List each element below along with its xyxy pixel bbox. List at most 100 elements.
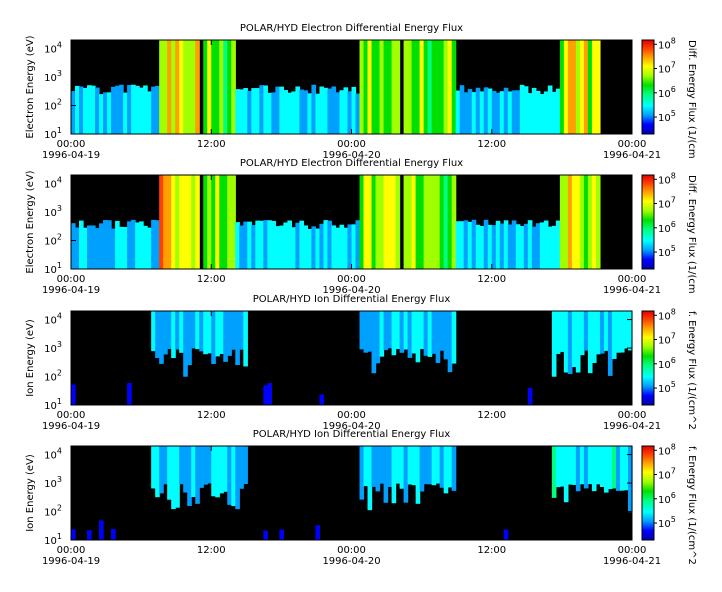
spectrogram-cell xyxy=(535,90,541,134)
panel-title: POLAR/HYD Electron Differential Energy F… xyxy=(240,158,463,169)
spectrogram-cell xyxy=(575,40,581,134)
y-tick-label: 103 xyxy=(44,204,62,219)
spectrogram-cell xyxy=(263,220,268,269)
spectrogram-cell xyxy=(223,446,228,492)
spectrogram-cell xyxy=(515,224,521,269)
spectrogram-cell xyxy=(471,92,477,134)
y-axis-label: Ion Energy (eV) xyxy=(25,454,36,532)
spectrogram-cell xyxy=(627,311,633,351)
spectrogram-cell xyxy=(315,228,321,269)
spectrogram-cell xyxy=(379,446,385,484)
x-tick-date-label: 1996-04-20 xyxy=(322,556,380,567)
spectrogram-cell xyxy=(183,40,188,134)
spectrogram-cell xyxy=(147,227,152,269)
spectrogram-cell xyxy=(243,446,248,485)
spectrogram-cell xyxy=(219,311,224,354)
spectrogram-cell xyxy=(383,175,389,269)
spectrogram-cell xyxy=(195,311,200,350)
spectrogram-cell xyxy=(575,446,581,492)
spectrogram-cell xyxy=(583,446,589,489)
spectrogram-cell xyxy=(419,311,425,350)
spectrogram-cell xyxy=(167,175,172,269)
spectrogram-cell xyxy=(279,86,284,134)
spectrogram-cell xyxy=(71,529,76,540)
spectrogram-cell xyxy=(91,225,96,269)
spectrogram-cell xyxy=(135,85,140,134)
spectrogram-cell xyxy=(351,86,357,134)
spectrogram-cell xyxy=(559,311,565,352)
spectrogram-cell xyxy=(455,221,461,269)
spectrogram-cell xyxy=(219,40,224,134)
spectrogram-cell xyxy=(579,40,585,134)
x-tick-date-label: 1996-04-20 xyxy=(322,150,380,161)
spectrogram-cell xyxy=(239,446,244,489)
spectrogram-cell xyxy=(415,446,421,504)
spectrogram-cell xyxy=(567,40,573,134)
spectrogram-cell xyxy=(239,225,244,269)
spectrogram-cell xyxy=(347,224,353,269)
spectrogram-cell xyxy=(127,84,132,134)
spectrogram-cell xyxy=(191,40,196,134)
spectrogram-cell xyxy=(267,220,272,269)
colorbar-tick-label: 107 xyxy=(658,332,676,347)
spectrogram-cell xyxy=(395,40,401,134)
spectrogram-cell xyxy=(115,220,120,269)
spectrogram-cell xyxy=(555,88,561,134)
spectrogram-cell xyxy=(411,40,417,134)
colorbar-label: Diff. Energy Flux (1/(cm xyxy=(686,40,697,159)
spectrogram-cell xyxy=(515,90,521,134)
spectrogram-cell xyxy=(211,446,216,497)
spectrogram-cell xyxy=(119,84,124,134)
spectrogram-cell xyxy=(375,446,381,492)
spectrogram-cell xyxy=(355,93,361,134)
spectrogram-cell xyxy=(555,446,561,488)
spectrogram-cell xyxy=(543,220,549,269)
y-tick-label: 103 xyxy=(44,69,62,84)
spectrogram-cell xyxy=(263,530,268,540)
spectrogram-cell xyxy=(335,227,341,269)
spectrogram-cell xyxy=(359,311,365,350)
spectrogram-cell xyxy=(367,175,373,269)
x-tick-time-label: 12:00 xyxy=(197,545,226,556)
spectrogram-cell xyxy=(539,94,545,134)
spectrogram-cell xyxy=(439,446,445,488)
spectrogram-cell xyxy=(419,175,425,269)
x-tick-time-label: 12:00 xyxy=(197,139,226,150)
spectrogram-cell xyxy=(439,311,445,351)
spectrogram-cell xyxy=(587,446,593,485)
spectrogram-cell xyxy=(555,220,561,269)
spectrogram-cell xyxy=(427,311,433,357)
colorbar xyxy=(641,310,655,406)
spectrogram-cell xyxy=(435,40,441,134)
spectrogram-cell xyxy=(531,87,537,134)
spectrogram-cell xyxy=(507,224,513,269)
spectrogram-cell xyxy=(411,311,417,354)
spectrogram-cell xyxy=(539,222,545,269)
y-tick-label: 104 xyxy=(44,447,62,462)
spectrogram-cell xyxy=(507,91,513,134)
spectrogram-cell xyxy=(551,446,557,498)
spectrogram-cell xyxy=(395,175,401,269)
x-tick-date-label: 1996-04-20 xyxy=(322,421,380,432)
spectrogram-cell xyxy=(623,311,629,349)
y-tick-label: 103 xyxy=(44,475,62,490)
spectrogram-cell xyxy=(595,175,601,269)
colorbar-tick-label: 108 xyxy=(658,307,676,322)
spectrogram-cell xyxy=(527,220,533,269)
spectrogram-cell xyxy=(431,175,437,269)
spectrogram-cell xyxy=(499,223,505,269)
y-tick-label: 102 xyxy=(44,98,62,113)
spectrogram-cell xyxy=(463,92,469,134)
spectrogram-cell xyxy=(99,223,104,269)
spectrogram-cell xyxy=(327,88,333,134)
x-tick-time-label: 12:00 xyxy=(477,410,506,421)
spectrogram-cell xyxy=(115,85,120,134)
spectrogram-cell xyxy=(199,446,204,488)
spectrogram-cell xyxy=(587,40,593,134)
spectrogram-cell xyxy=(87,225,92,269)
panel-title: POLAR/HYD Electron Differential Energy F… xyxy=(240,23,463,34)
spectrogram-cell xyxy=(495,220,501,269)
spectrogram-cell xyxy=(503,220,509,269)
spectrogram-cell xyxy=(411,175,417,269)
spectrogram-cell xyxy=(87,530,92,540)
